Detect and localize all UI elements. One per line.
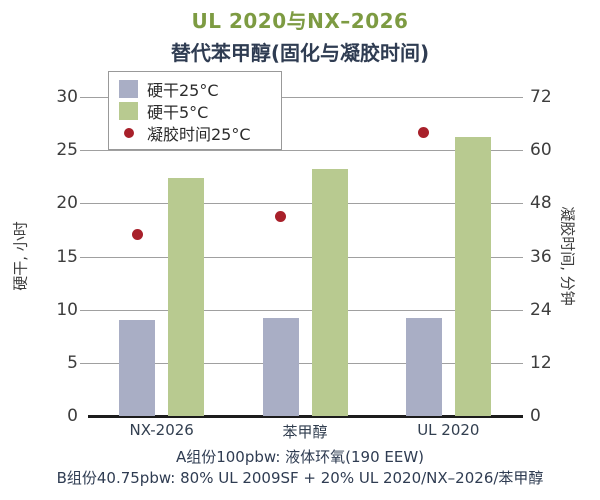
left-axis-title: 硬干, 小时 bbox=[11, 221, 30, 291]
left-tick-label: 25 bbox=[56, 140, 78, 161]
right-tick-label: 72 bbox=[530, 87, 552, 107]
gridline bbox=[80, 150, 523, 152]
geltime-dot bbox=[418, 126, 430, 138]
footnote-line-2: B组份40.75pbw: 80% UL 2009SF + 20% UL 2020… bbox=[56, 469, 544, 487]
chart-subtitle: 替代苯甲醇(固化与凝胶时间) bbox=[170, 41, 430, 65]
title-block: UL 2020与NX–2026 替代苯甲醇(固化与凝胶时间) bbox=[0, 5, 600, 66]
right-tick-label: 60 bbox=[530, 140, 552, 161]
gridline bbox=[80, 203, 523, 205]
legend-dot-marker bbox=[124, 127, 134, 138]
left-tick-label: 5 bbox=[67, 352, 78, 373]
left-tick-label: 15 bbox=[56, 246, 78, 267]
footnote-line-1: A组份100pbw: 液体环氧(190 EEW) bbox=[175, 448, 425, 466]
bar-harddry-5c bbox=[454, 137, 491, 416]
footnotes: A组份100pbw: 液体环氧(190 EEW) B组份40.75pbw: 80… bbox=[0, 447, 600, 489]
gridline bbox=[80, 309, 523, 311]
right-axis-title: 凝胶时间, 分钟 bbox=[558, 206, 577, 306]
right-tick-label: 12 bbox=[530, 352, 552, 373]
legend-label: 硬干25°C bbox=[147, 80, 219, 100]
bar-harddry-25c bbox=[119, 320, 156, 416]
bar-harddry-5c bbox=[168, 177, 205, 416]
legend-swatch bbox=[119, 79, 138, 98]
geltime-dot bbox=[275, 211, 286, 223]
bar-harddry-5c bbox=[311, 169, 348, 416]
left-tick-label: 20 bbox=[56, 193, 78, 214]
legend-item: 硬干5°C bbox=[119, 100, 273, 122]
right-tick-label: 24 bbox=[530, 299, 552, 320]
gridline bbox=[80, 256, 523, 258]
category-label: 苯甲醇 bbox=[282, 423, 328, 441]
category-label: NX-2026 bbox=[129, 421, 194, 439]
legend-swatch bbox=[119, 101, 138, 120]
legend-label: 凝胶时间25°C bbox=[147, 124, 251, 144]
bar-harddry-25c bbox=[262, 318, 299, 416]
gridline bbox=[80, 362, 523, 364]
bar-harddry-25c bbox=[405, 318, 442, 416]
right-tick-label: 36 bbox=[530, 246, 552, 267]
x-axis-line bbox=[88, 415, 523, 418]
legend-item: 硬干25°C bbox=[119, 78, 273, 100]
chart-title: UL 2020与NX–2026 bbox=[191, 9, 409, 33]
left-tick-label: 30 bbox=[56, 87, 78, 107]
left-tick-label: 0 bbox=[67, 406, 78, 426]
gridline bbox=[80, 97, 523, 98]
legend-item: 凝胶时间25°C bbox=[119, 122, 273, 144]
geltime-dot bbox=[131, 228, 143, 240]
legend-label: 硬干5°C bbox=[147, 102, 209, 122]
right-tick-label: 48 bbox=[530, 193, 552, 214]
left-tick-label: 10 bbox=[56, 299, 78, 320]
right-tick-label: 0 bbox=[530, 406, 541, 426]
legend: 硬干25°C 硬干5°C 凝胶时间25°C bbox=[108, 71, 282, 150]
category-label: UL 2020 bbox=[417, 421, 480, 439]
